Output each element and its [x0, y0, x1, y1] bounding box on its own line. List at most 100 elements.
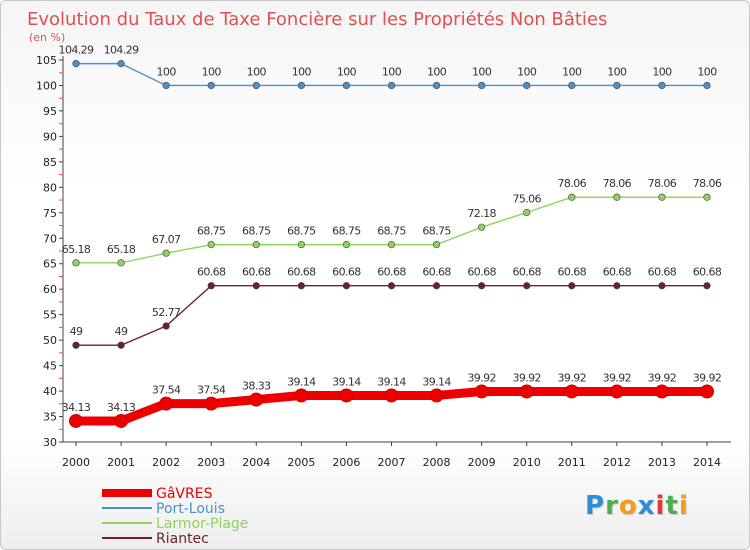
x-tick-label: 2012: [603, 456, 631, 469]
y-tick-label: 45: [43, 360, 57, 373]
data-label: 78.06: [693, 177, 722, 190]
data-point: [342, 81, 351, 90]
data-point: [613, 81, 621, 90]
axes: 30 35 40 45 50 55 60 65 70 75 80 85 90 95 100 105 2000 20…: [36, 54, 731, 469]
data-point: [252, 81, 260, 90]
data-label: 60.68: [332, 266, 361, 279]
data-point: [432, 241, 441, 249]
data-point: [297, 282, 305, 290]
y-tick-label: 105: [36, 54, 57, 67]
data-point: [117, 60, 125, 68]
data-label: 100: [292, 65, 312, 78]
x-tick-label: 2003: [197, 456, 225, 469]
data-point: [564, 384, 579, 399]
data-point: [568, 81, 576, 90]
data-label: 60.68: [197, 266, 226, 279]
data-point: [69, 413, 83, 428]
data-point: [613, 282, 621, 290]
data-label: 100: [247, 65, 267, 78]
x-tick-label: 2000: [62, 456, 90, 469]
series-layer: [69, 60, 714, 428]
data-label: 100: [427, 65, 447, 78]
data-point: [613, 193, 621, 201]
x-tick-label: 2011: [558, 456, 586, 469]
data-label: 60.68: [467, 266, 496, 279]
data-point: [297, 81, 305, 90]
logo-letter: r: [605, 491, 619, 521]
logo-letter: o: [618, 491, 638, 521]
data-point: [658, 282, 666, 290]
data-label: 39.92: [648, 371, 677, 384]
data-label: 60.68: [603, 266, 632, 279]
x-tick-label: 2007: [378, 456, 406, 469]
y-tick-label: 100: [36, 79, 57, 92]
data-point: [207, 81, 215, 90]
data-point: [519, 384, 534, 399]
data-point: [297, 241, 305, 249]
data-point: [384, 388, 399, 403]
data-label: 78.06: [648, 177, 677, 190]
logo-letter: t: [665, 491, 679, 521]
data-label: 39.92: [467, 371, 496, 384]
data-label: 39.14: [332, 375, 361, 388]
y-tick-label: 85: [43, 156, 57, 169]
chart-title: Evolution du Taux de Taxe Foncière sur l…: [27, 9, 607, 30]
data-label: 100: [652, 65, 672, 78]
data-label: 52.77: [152, 306, 181, 319]
y-tick-label: 80: [43, 181, 57, 194]
x-tick-label: 2009: [468, 456, 496, 469]
data-label: 49: [115, 325, 128, 338]
data-point: [162, 249, 170, 257]
data-label: 100: [562, 65, 582, 78]
data-point: [474, 384, 489, 399]
data-point: [342, 241, 351, 249]
x-tick-label: 2013: [648, 456, 676, 469]
data-label: 39.14: [422, 375, 451, 388]
data-label: 78.06: [558, 177, 587, 190]
x-tick-label: 2006: [332, 456, 360, 469]
logo-letter: i: [678, 491, 689, 521]
logo-letter: i: [655, 491, 666, 521]
data-label: 100: [517, 65, 537, 78]
data-point: [478, 81, 486, 90]
data-label: 49: [70, 325, 83, 338]
x-tick-label: 2001: [107, 456, 135, 469]
data-label: 68.75: [377, 225, 406, 238]
legend-label: Larmor-Plage: [156, 516, 248, 532]
x-tick-label: 2014: [693, 456, 721, 469]
data-point: [568, 193, 576, 201]
data-point: [429, 388, 444, 403]
logo-letter: x: [637, 491, 656, 521]
data-label: 60.68: [242, 266, 271, 279]
logo-letter: P: [585, 491, 606, 521]
data-point: [523, 81, 531, 90]
x-tick-label: 2008: [423, 456, 451, 469]
data-label: 68.75: [197, 225, 226, 238]
data-point: [162, 81, 170, 90]
data-point: [114, 413, 129, 428]
y-tick-label: 65: [43, 258, 57, 271]
data-point: [342, 282, 351, 290]
data-point: [252, 282, 260, 290]
data-label: 60.68: [648, 266, 677, 279]
data-label: 37.54: [197, 384, 226, 397]
data-point: [523, 282, 531, 290]
proxiti-logo: Proxiti: [585, 491, 689, 521]
data-label: 68.75: [287, 225, 316, 238]
legend-label: GâVRES: [156, 486, 213, 502]
data-label: 65.18: [62, 243, 91, 256]
data-point: [252, 241, 260, 249]
data-point: [387, 81, 396, 90]
data-point: [658, 193, 666, 201]
x-tick-label: 2004: [242, 456, 270, 469]
data-label: 100: [472, 65, 492, 78]
data-point: [159, 396, 174, 411]
data-label: 68.75: [242, 225, 271, 238]
y-tick-label: 30: [43, 436, 57, 449]
y-tick-label: 75: [43, 207, 57, 220]
data-label: 60.68: [693, 266, 722, 279]
data-point: [207, 241, 215, 249]
